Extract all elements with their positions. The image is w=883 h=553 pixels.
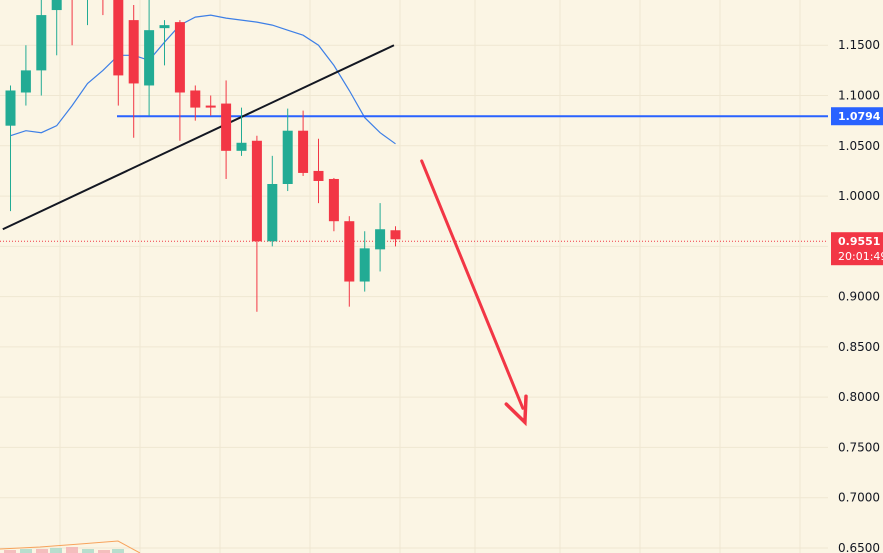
candle: [20, 45, 31, 106]
candle-body: [328, 178, 339, 222]
trendline[interactable]: [2, 44, 395, 231]
price-tick-label: 1.1000: [838, 89, 880, 103]
volume-layer: [0, 540, 141, 553]
candles-layer: [5, 0, 401, 312]
candle-body: [221, 103, 232, 151]
candle-body: [159, 25, 170, 29]
current-price-tag-label: 0.9551: [838, 235, 880, 248]
price-tick-label: 1.1500: [838, 38, 880, 52]
candle: [282, 108, 293, 192]
candle-body: [144, 30, 155, 86]
price-tick-label: 0.8500: [838, 340, 880, 354]
candle: [190, 85, 201, 121]
candle-body: [236, 142, 247, 151]
candle: [390, 226, 401, 247]
volume-bar: [50, 548, 62, 553]
moving-average-layer: [10, 14, 396, 145]
candle: [174, 20, 185, 141]
candle-body: [5, 90, 16, 126]
grid-lines: [0, 0, 828, 553]
level-price-tag: [831, 107, 883, 126]
candle: [251, 135, 262, 312]
candle-body: [20, 70, 31, 93]
moving-average-line: [10, 14, 396, 145]
candle: [159, 20, 170, 66]
volume-bar: [82, 549, 94, 553]
candle-body: [359, 248, 370, 282]
candle-body: [51, 0, 62, 11]
candle: [128, 5, 139, 138]
candle-body: [313, 170, 324, 181]
price-tick-label: 0.6500: [838, 541, 880, 553]
candle: [236, 107, 247, 156]
trendline-layer[interactable]: [2, 44, 395, 231]
level-price-tag-label: 1.0794: [838, 110, 881, 123]
countdown-label: 20:01:49: [838, 250, 883, 263]
candle: [298, 110, 309, 176]
volume-bar: [112, 549, 124, 553]
price-tick-label: 0.7500: [838, 440, 880, 454]
price-tick-label: 1.0000: [838, 189, 880, 203]
volume-bar: [66, 547, 78, 553]
candle-body: [190, 90, 201, 108]
projection-arrow-shaft[interactable]: [420, 159, 525, 410]
candle: [313, 138, 324, 204]
candle-body: [113, 0, 124, 76]
candle-body: [344, 221, 355, 282]
candle: [375, 203, 386, 272]
candle: [71, 0, 73, 46]
candle: [359, 231, 370, 292]
candle-body: [174, 22, 185, 93]
candle: [36, 0, 47, 96]
volume-bar: [36, 549, 48, 553]
candle-body: [298, 130, 309, 173]
volume-bar: [20, 549, 32, 553]
candle-body: [282, 130, 293, 184]
volume-average-line: [0, 540, 141, 553]
candle: [51, 0, 62, 56]
candle: [144, 0, 155, 116]
price-tick-label: 1.0500: [838, 139, 880, 153]
candle-body: [205, 105, 216, 108]
candle-body: [36, 15, 47, 71]
projection-arrow-head[interactable]: [504, 394, 528, 427]
candle: [205, 95, 216, 116]
volume-bar: [4, 550, 16, 553]
candle: [344, 216, 355, 307]
candle-body: [267, 183, 278, 242]
candle-body: [251, 140, 262, 242]
price-tick-label: 0.7000: [838, 491, 880, 505]
candle: [5, 85, 16, 212]
volume-bar: [98, 550, 110, 553]
candle-body: [390, 230, 401, 240]
candle-body: [375, 229, 386, 250]
candle: [87, 0, 88, 26]
candle: [328, 177, 339, 232]
candle: [113, 0, 124, 106]
candle: [102, 0, 104, 16]
price-tags: 1.0794 0.9551 20:01:49: [831, 107, 883, 266]
current-price-tag: [831, 232, 883, 266]
candle: [221, 80, 232, 179]
candle-body: [128, 20, 139, 84]
projection-arrow-layer[interactable]: [420, 159, 528, 427]
price-tick-label: 0.8000: [838, 390, 880, 404]
price-tick-label: 0.9000: [838, 290, 880, 304]
candle: [267, 155, 278, 247]
